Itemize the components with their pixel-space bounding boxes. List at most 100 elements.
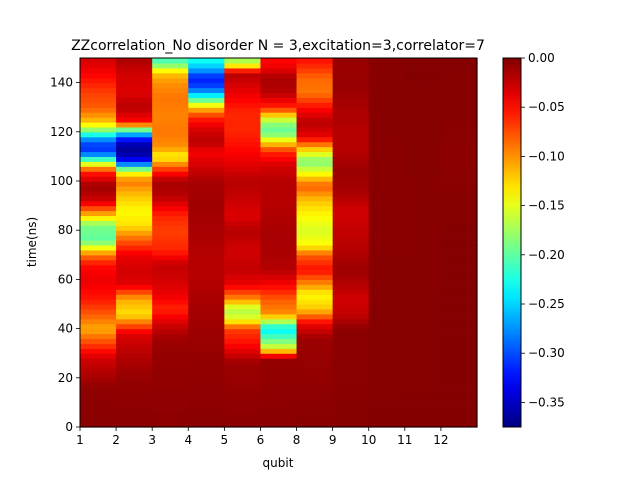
heatmap-cell [80, 235, 117, 241]
heatmap-cell [80, 372, 117, 379]
heatmap-cell [440, 151, 478, 157]
heatmap-cell [116, 353, 153, 359]
heatmap-cell [332, 323, 370, 330]
heatmap-cell [152, 220, 189, 226]
heatmap-cell [224, 328, 262, 335]
heatmap-cell [332, 131, 370, 138]
heatmap-cell [152, 171, 189, 177]
heatmap-cell [116, 131, 153, 138]
heatmap-cell [368, 407, 406, 413]
heatmap-cell [152, 121, 189, 128]
heatmap-cell [152, 136, 189, 143]
heatmap-cell [80, 264, 117, 271]
heatmap-cell [404, 422, 442, 428]
heatmap-cell [368, 353, 406, 359]
heatmap-cell [260, 195, 298, 202]
heatmap-cell [224, 205, 262, 212]
heatmap-cell [260, 407, 298, 413]
heatmap-cell [440, 402, 478, 408]
heatmap-cell [188, 417, 225, 423]
heatmap-cell [188, 58, 225, 64]
heatmap-cell [80, 259, 117, 266]
heatmap-cell [296, 397, 334, 403]
heatmap-cell [260, 181, 298, 187]
heatmap-cell [224, 225, 262, 231]
heatmap-cell [188, 87, 225, 94]
x-tick-label: 10 [361, 433, 376, 447]
heatmap-cell [296, 313, 334, 320]
heatmap-cell [296, 235, 334, 241]
heatmap-cell [188, 107, 225, 113]
heatmap-cell [296, 190, 334, 197]
heatmap-cell [440, 185, 478, 192]
heatmap-cell [152, 72, 189, 79]
heatmap-cell [152, 77, 189, 84]
heatmap-cell [296, 422, 334, 428]
heatmap-cell [260, 126, 298, 133]
heatmap-cell [368, 304, 406, 310]
heatmap-cell [260, 348, 298, 354]
heatmap-cell [224, 244, 262, 251]
x-tick-label: 12 [433, 433, 448, 447]
chart-title: ZZcorrelation_No disorder N = 3,excitati… [71, 38, 485, 54]
y-tick-label: 0 [65, 420, 73, 434]
heatmap-cell [224, 348, 262, 354]
heatmap-cell [332, 412, 370, 418]
heatmap-cell [224, 185, 262, 192]
heatmap-cell [260, 333, 298, 340]
heatmap-cell [80, 117, 117, 123]
heatmap-cell [188, 348, 225, 354]
heatmap-cell [188, 254, 225, 261]
heatmap-cell [332, 77, 370, 84]
heatmap-cell [80, 244, 117, 251]
heatmap-cell [80, 161, 117, 167]
heatmap-cell [152, 382, 189, 389]
heatmap-cell [224, 264, 262, 271]
heatmap-cell [368, 230, 406, 236]
heatmap-cell [296, 338, 334, 344]
heatmap-cell [224, 254, 262, 261]
heatmap-cell [332, 402, 370, 408]
heatmap-cell [188, 367, 225, 374]
heatmap-cell [368, 141, 406, 148]
heatmap-cell [404, 412, 442, 418]
heatmap-cell [440, 141, 478, 148]
heatmap-cell [260, 156, 298, 162]
heatmap-cell [80, 185, 117, 192]
heatmap-cell [224, 358, 262, 364]
heatmap-cell [224, 126, 262, 133]
heatmap-cell [224, 156, 262, 162]
heatmap-cell [116, 402, 153, 408]
heatmap-cell [152, 166, 189, 172]
heatmap-cell [404, 62, 442, 69]
heatmap-cell [368, 166, 406, 172]
heatmap-cell [368, 225, 406, 231]
heatmap-cell [368, 195, 406, 202]
heatmap-cell [152, 323, 189, 330]
heatmap-cell [440, 195, 478, 202]
heatmap-cell [80, 392, 117, 399]
heatmap-cell [404, 82, 442, 89]
heatmap-cell [260, 62, 298, 69]
heatmap-cell [152, 333, 189, 340]
heatmap-cell [404, 264, 442, 271]
heatmap-cell [332, 397, 370, 403]
heatmap-cell [368, 205, 406, 212]
heatmap-cell [188, 112, 225, 118]
heatmap-cell [368, 284, 406, 290]
heatmap-cell [260, 308, 298, 315]
heatmap-cell [188, 190, 225, 197]
heatmap-cell [188, 363, 225, 369]
heatmap-cell [404, 372, 442, 379]
heatmap-cell [404, 141, 442, 148]
heatmap-cell [152, 313, 189, 320]
heatmap-cell [440, 235, 478, 241]
heatmap-cell [80, 112, 117, 118]
heatmap-cell [404, 254, 442, 261]
heatmap-cell [80, 220, 117, 226]
heatmap-cell [260, 67, 298, 74]
heatmap-cell [440, 382, 478, 389]
heatmap-cell [404, 367, 442, 374]
heatmap-cell [116, 240, 153, 246]
heatmap-cell [368, 97, 406, 103]
